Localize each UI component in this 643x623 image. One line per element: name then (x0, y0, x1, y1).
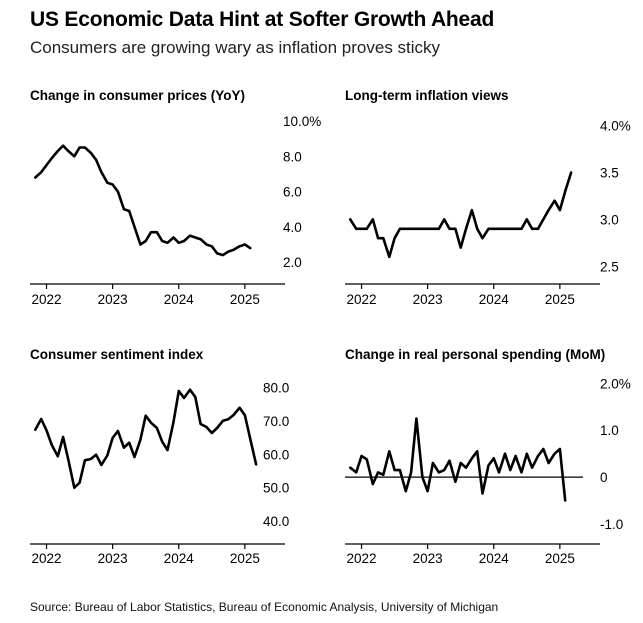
panel-1-ytick-label: 6.0 (283, 185, 302, 200)
panel-4-series-line (348, 417, 567, 502)
panel-2-xtick-label: 2025 (545, 292, 575, 307)
panel-1-series-line (33, 144, 252, 257)
panel-4-ytick-label: 1.0 (600, 423, 619, 438)
panel-3-xtick-label: 2022 (32, 551, 62, 566)
panel-4-xtick-label: 2024 (479, 551, 510, 566)
panel-1-ytick-label: 4.0 (283, 220, 302, 235)
panel-3-xtick-label: 2025 (230, 551, 260, 566)
panel-1-xtick-label: 2025 (230, 292, 260, 307)
panel-4-xtick-label: 2025 (545, 551, 575, 566)
panel-1-ytick-label: 10.0% (283, 114, 321, 129)
panel-3-series-line (33, 388, 258, 490)
panel-3-xtick-label: 2023 (98, 551, 128, 566)
panel-4-title: Change in real personal spending (MoM) (345, 347, 605, 362)
panel-4-ytick-label: 0 (600, 470, 608, 485)
panel-4-xtick-label: 2022 (347, 551, 377, 566)
page-subtitle: Consumers are growing wary as inflation … (30, 38, 441, 57)
panel-4-ytick-label: 2.0% (600, 376, 631, 391)
panel-2-series-line (348, 171, 573, 259)
panel-1-ytick-label: 2.0 (283, 255, 302, 270)
panel-3-ytick-label: 40.0 (263, 514, 289, 529)
panel-3-ytick-label: 50.0 (263, 481, 289, 496)
panel-4-ytick-label: -1.0 (600, 517, 623, 532)
panel-1-title: Change in consumer prices (YoY) (30, 88, 245, 103)
panel-2-ytick-label: 4.0% (600, 119, 631, 134)
source-note: Source: Bureau of Labor Statistics, Bure… (30, 600, 499, 614)
panel-3-ytick-label: 60.0 (263, 447, 289, 462)
panel-2-xtick-label: 2022 (347, 292, 377, 307)
panel-2-title: Long-term inflation views (345, 88, 509, 103)
panel-4-xtick-label: 2023 (413, 551, 443, 566)
panel-2-ytick-label: 3.0 (600, 212, 619, 227)
panel-2-xtick-label: 2024 (479, 292, 510, 307)
panel-1-ytick-label: 8.0 (283, 149, 302, 164)
panel-1-xtick-label: 2024 (164, 292, 195, 307)
panel-3-xtick-label: 2024 (164, 551, 195, 566)
panel-3-ytick-label: 70.0 (263, 414, 289, 429)
panel-3-ytick-label: 80.0 (263, 381, 289, 396)
panel-2-xtick-label: 2023 (413, 292, 443, 307)
panel-1-xtick-label: 2022 (32, 292, 62, 307)
panel-3-title: Consumer sentiment index (30, 347, 204, 362)
panel-1-xtick-label: 2023 (98, 292, 128, 307)
panel-2-ytick-label: 3.5 (600, 166, 619, 181)
page-title: US Economic Data Hint at Softer Growth A… (30, 8, 495, 31)
panel-2-ytick-label: 2.5 (600, 259, 619, 274)
